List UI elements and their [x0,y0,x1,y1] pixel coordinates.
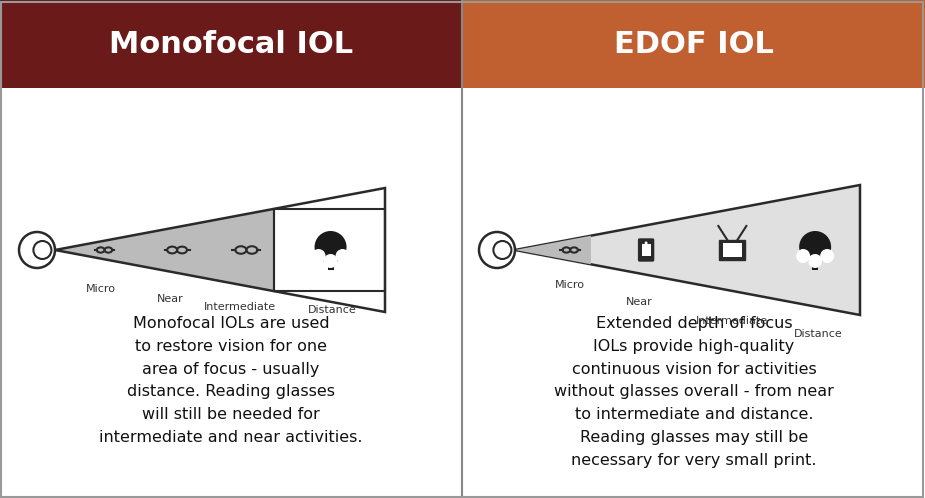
Circle shape [336,249,350,263]
Bar [327,256,334,270]
Bar [642,244,650,256]
Text: Monofocal IOLs are used
to restore vision for one
area of focus - usually
distan: Monofocal IOLs are used to restore visio… [99,316,363,445]
Circle shape [796,249,810,263]
Bar [720,240,746,260]
Text: Distance: Distance [308,305,356,315]
Text: EDOF IOL: EDOF IOL [614,29,774,58]
Text: Micro: Micro [555,280,586,290]
Bar [812,256,818,270]
Text: Distance: Distance [795,329,843,339]
Circle shape [314,231,347,263]
Bar [0,0,462,88]
Text: Intermediate: Intermediate [697,316,769,326]
Circle shape [479,232,515,268]
Text: Micro: Micro [86,284,117,294]
Text: Monofocal IOL: Monofocal IOL [109,29,353,58]
Circle shape [324,254,338,268]
Circle shape [645,242,647,245]
Bar [463,0,925,88]
FancyBboxPatch shape [638,239,654,261]
Circle shape [493,241,512,259]
Circle shape [820,249,834,263]
Bar [723,243,742,257]
Circle shape [19,232,55,268]
Text: Intermediate: Intermediate [204,302,276,312]
Text: Near: Near [157,294,184,304]
Text: Extended depth of focus
IOLs provide high-quality
continuous vision for activiti: Extended depth of focus IOLs provide hig… [554,316,834,468]
Circle shape [799,231,832,263]
Polygon shape [55,209,275,291]
Circle shape [312,249,326,263]
Circle shape [33,241,52,259]
Circle shape [808,254,822,268]
Polygon shape [515,236,591,264]
Text: Near: Near [626,296,652,307]
Polygon shape [515,185,860,315]
Bar [275,209,385,291]
